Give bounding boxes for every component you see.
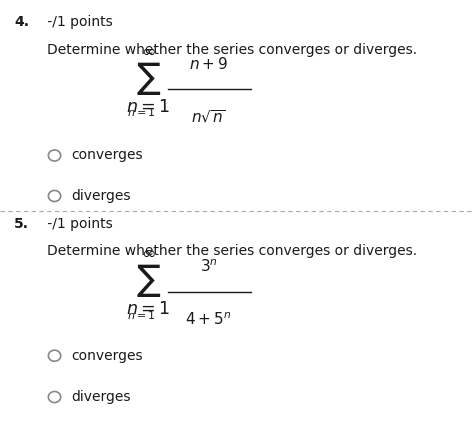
Text: $4 + 5^n$: $4 + 5^n$ <box>185 312 232 328</box>
Text: $\sum_{n=1}^{\infty}$: $\sum_{n=1}^{\infty}$ <box>126 47 170 115</box>
Text: 4.: 4. <box>14 15 29 29</box>
Text: diverges: diverges <box>71 390 131 404</box>
Text: $n + 9$: $n + 9$ <box>189 56 228 72</box>
Text: $\sum_{n=1}^{\infty}$: $\sum_{n=1}^{\infty}$ <box>126 250 170 317</box>
Text: 5.: 5. <box>14 217 29 231</box>
Text: $n = 1$: $n = 1$ <box>127 106 155 118</box>
Text: -/1 points: -/1 points <box>43 217 112 231</box>
Text: Determine whether the series converges or diverges.: Determine whether the series converges o… <box>47 43 418 57</box>
Text: converges: converges <box>71 349 143 363</box>
Text: $3^n$: $3^n$ <box>200 258 218 275</box>
Text: -/1 points: -/1 points <box>43 15 112 29</box>
Text: $n\sqrt{n}$: $n\sqrt{n}$ <box>191 109 226 126</box>
Text: diverges: diverges <box>71 189 131 203</box>
Text: $n = 1$: $n = 1$ <box>127 309 155 321</box>
Text: converges: converges <box>71 149 143 162</box>
Text: Determine whether the series converges or diverges.: Determine whether the series converges o… <box>47 244 418 258</box>
